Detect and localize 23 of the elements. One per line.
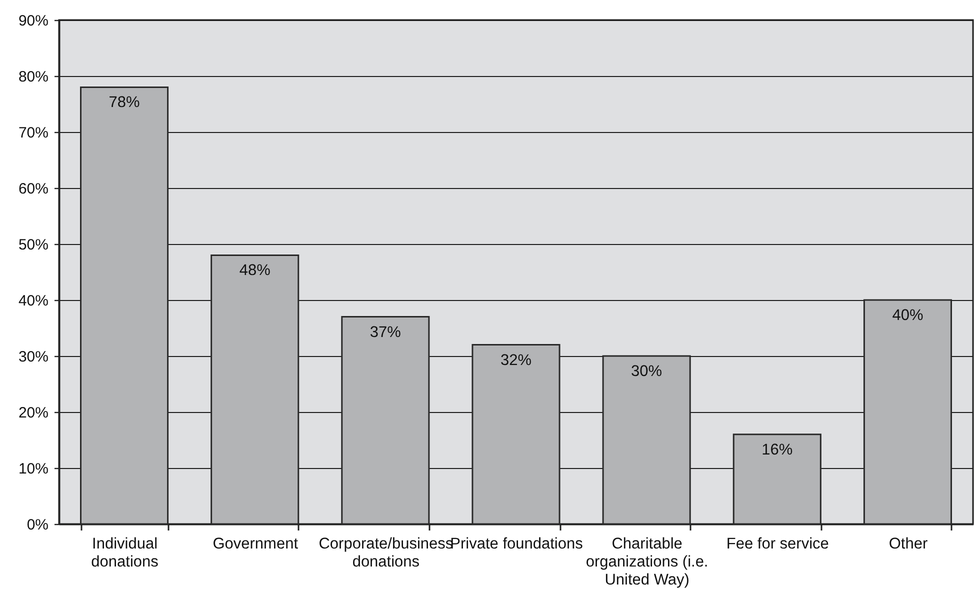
data-label: 48% (239, 262, 271, 280)
y-tick-label: 10% (18, 460, 48, 478)
y-tick-label: 20% (18, 404, 48, 422)
x-tick-label: Charitable organizations (i.e. United Way) (586, 536, 708, 588)
x-tick-label: Other (888, 536, 928, 552)
y-tick-label: 50% (18, 236, 48, 254)
data-label: 30% (631, 363, 662, 380)
x-tick-label: Fee for service (726, 536, 829, 552)
y-tick-label: 60% (18, 180, 48, 198)
y-tick-label: 0% (26, 516, 48, 534)
x-tick-label: Individual donations (91, 536, 159, 570)
x-tick-label: Government (212, 536, 299, 552)
x-tick-label: Private foundations (450, 536, 584, 552)
data-label: 16% (762, 441, 793, 458)
y-tick-label: 70% (18, 124, 48, 142)
data-label: 40% (892, 307, 924, 324)
data-label: 37% (370, 324, 402, 341)
y-tick-label: 80% (18, 68, 48, 86)
data-label: 32% (500, 352, 532, 369)
y-tick-label: 90% (18, 12, 48, 30)
data-label: 78% (108, 94, 140, 112)
y-tick-label: 40% (18, 292, 48, 310)
y-tick-label: 30% (18, 348, 48, 366)
